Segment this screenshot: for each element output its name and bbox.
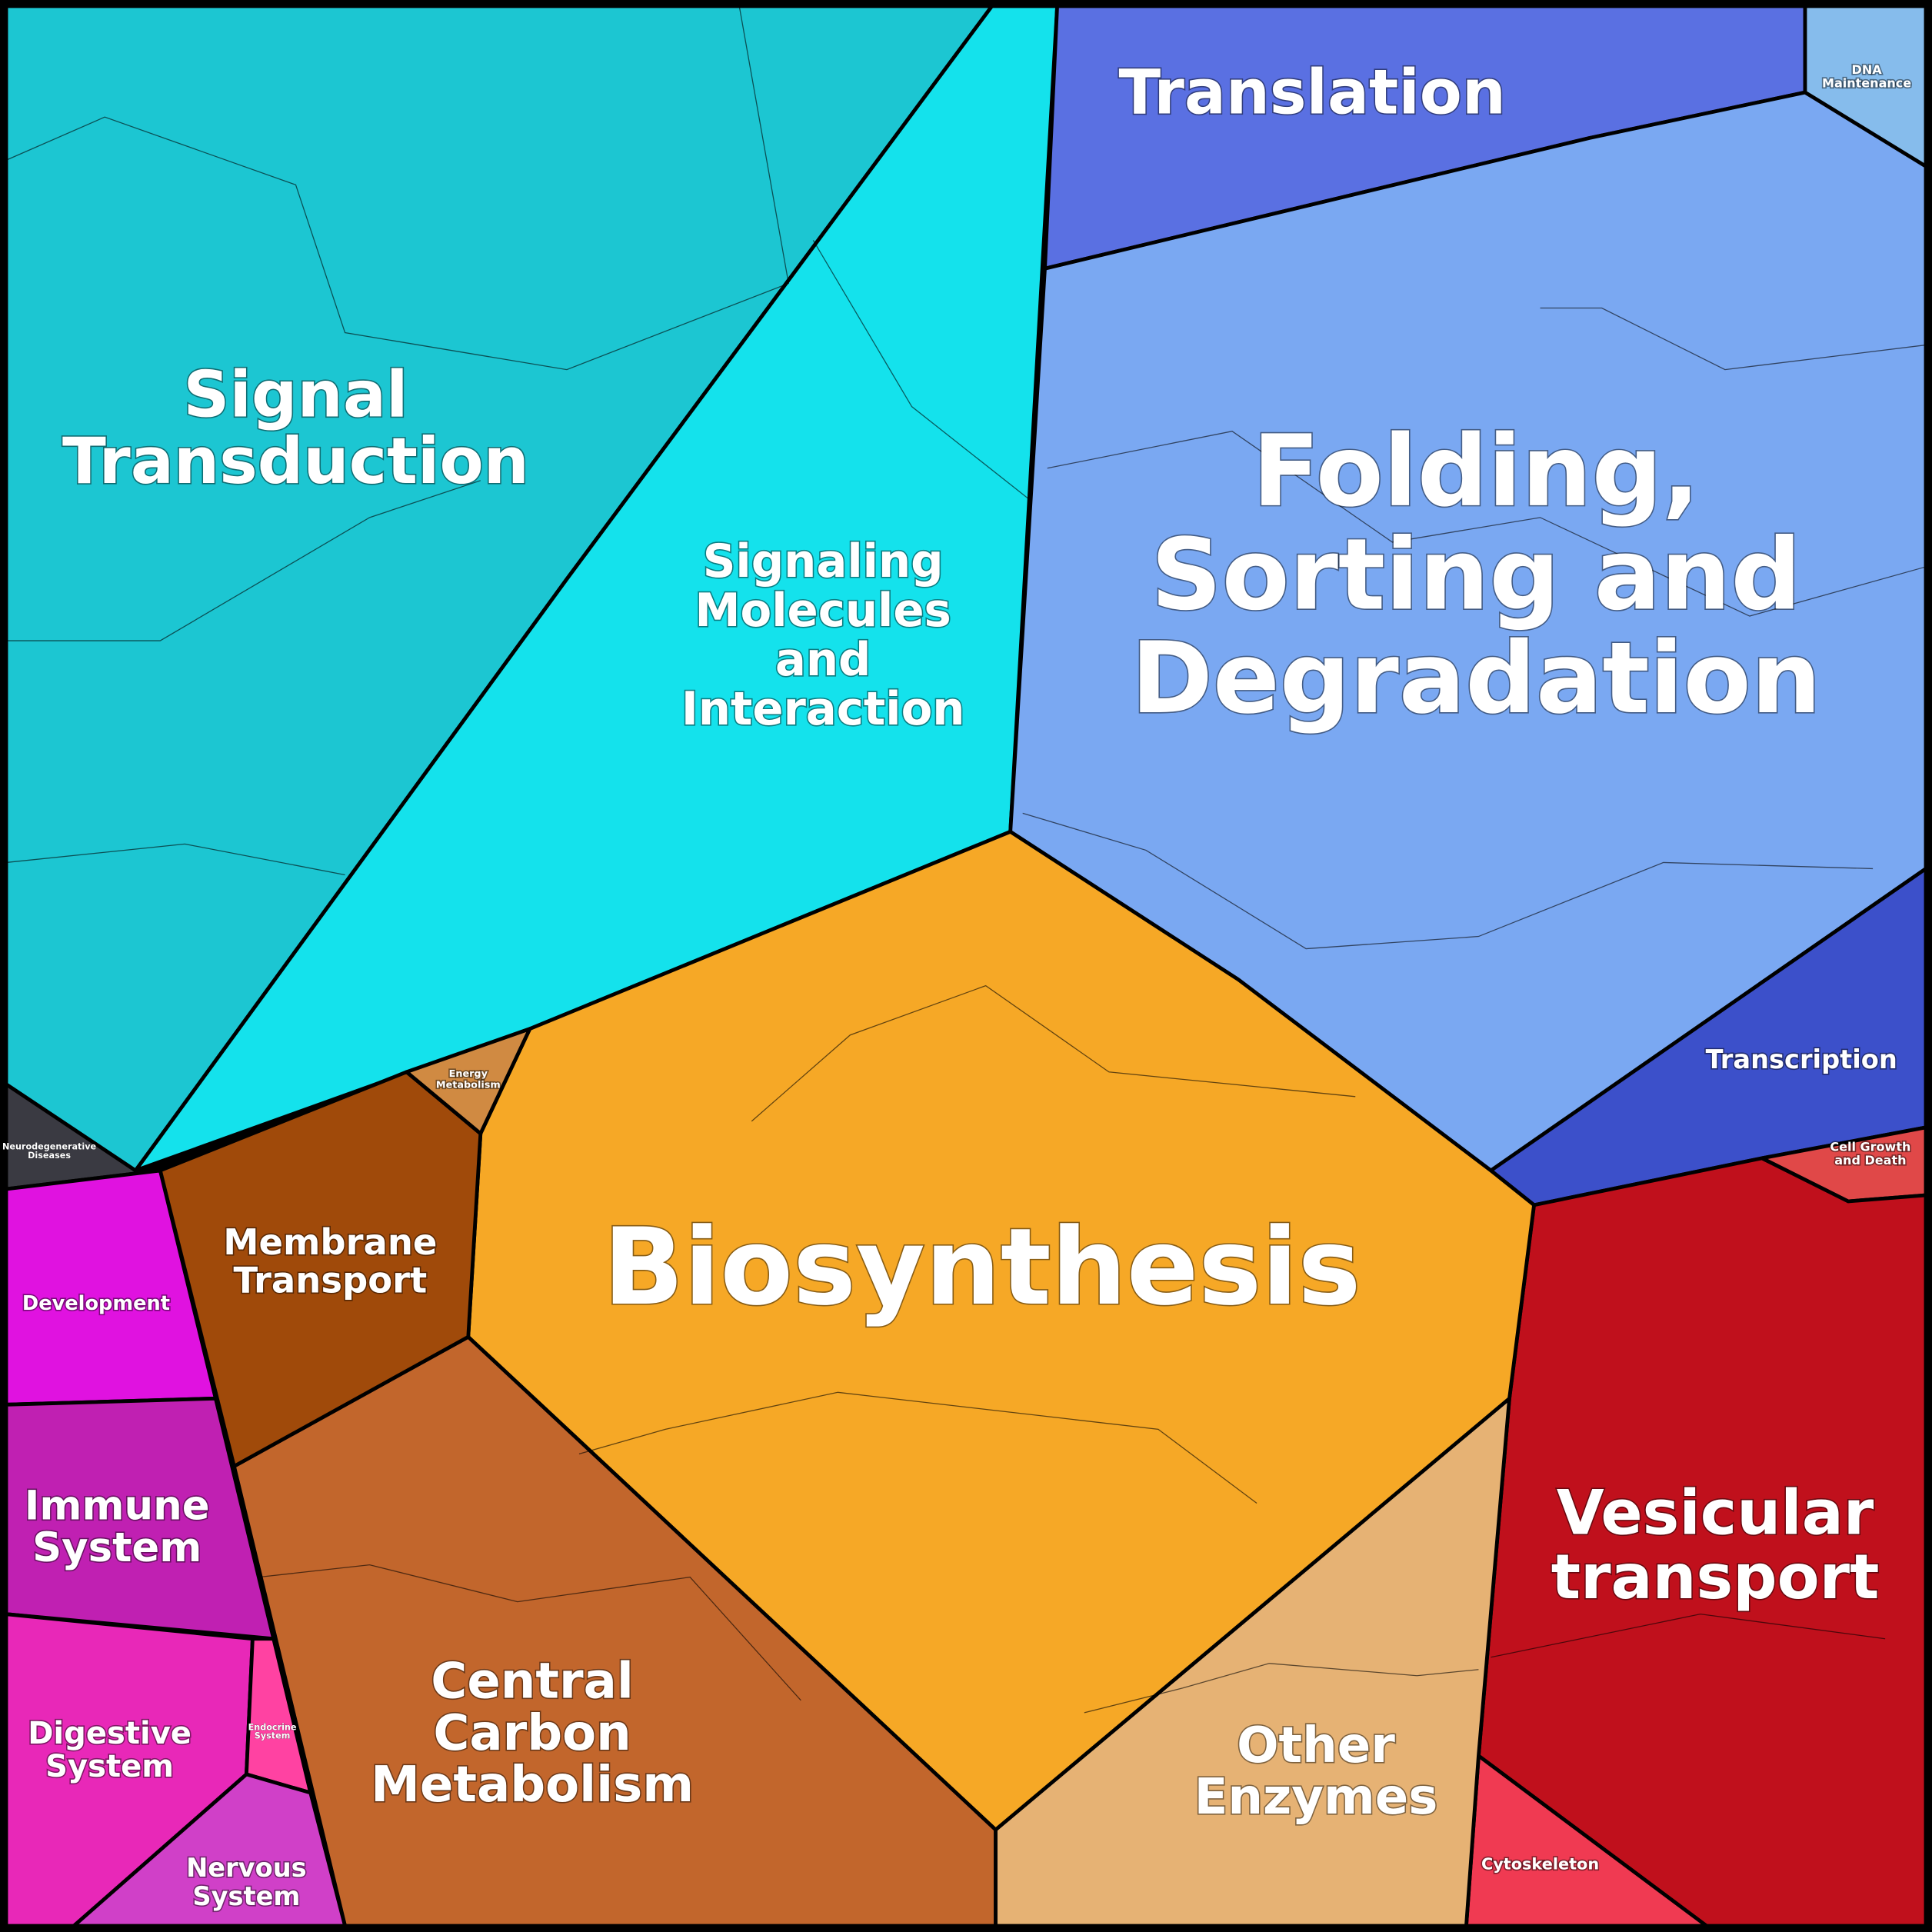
region-label: Signal Transduction	[62, 357, 529, 498]
region-label: Signaling Molecules and Interaction	[681, 535, 965, 735]
cell-border	[6, 480, 481, 641]
labels: Signal Transduction Signaling Molecules and…	[2, 55, 1913, 1913]
cell-border	[1084, 1663, 1479, 1714]
cell-border	[5, 5, 790, 371]
region-label: Biosynthesis	[603, 1206, 1361, 1329]
region-label: Digestive System	[28, 1716, 192, 1784]
region-label: Cytoskeleton	[1481, 1854, 1599, 1873]
region-label: Neurodegenerative Diseases	[2, 1142, 97, 1161]
region-label: Immune System	[25, 1482, 210, 1571]
region-label: Transcription	[1706, 1044, 1897, 1074]
cell-border	[751, 984, 1356, 1122]
nervous-system-region	[72, 1772, 347, 1928]
region-label: Energy Metabolism	[436, 1068, 501, 1091]
cell-border	[258, 1564, 801, 1701]
region-label: Vesicular transport	[1551, 1477, 1880, 1613]
cell-border	[578, 1391, 1257, 1504]
region-label: Development	[22, 1292, 170, 1315]
cell-borders	[5, 5, 1927, 1714]
cell-border	[1540, 307, 1927, 371]
region-label: DNA Maintenance	[1822, 62, 1911, 91]
region-label: Central Carbon Metabolism	[371, 1654, 694, 1814]
region-label: Endocrine System	[248, 1722, 297, 1740]
region-label: Translation	[1118, 56, 1505, 128]
cell-border	[1491, 1614, 1886, 1658]
region-label: Cell Growth and Death	[1830, 1139, 1910, 1168]
region-label: Other Enzymes	[1194, 1717, 1438, 1826]
cell-border	[1022, 812, 1874, 950]
region-label: Folding, Sorting and Degradation	[1131, 415, 1821, 736]
cell-border	[812, 240, 1030, 500]
cell-border	[5, 843, 345, 876]
energy-metabolism-region	[405, 1027, 532, 1136]
region-label: Membrane Transport	[223, 1221, 437, 1301]
cell-border	[1047, 431, 1927, 617]
regions	[4, 4, 1928, 1928]
region-label: Nervous System	[186, 1853, 307, 1911]
